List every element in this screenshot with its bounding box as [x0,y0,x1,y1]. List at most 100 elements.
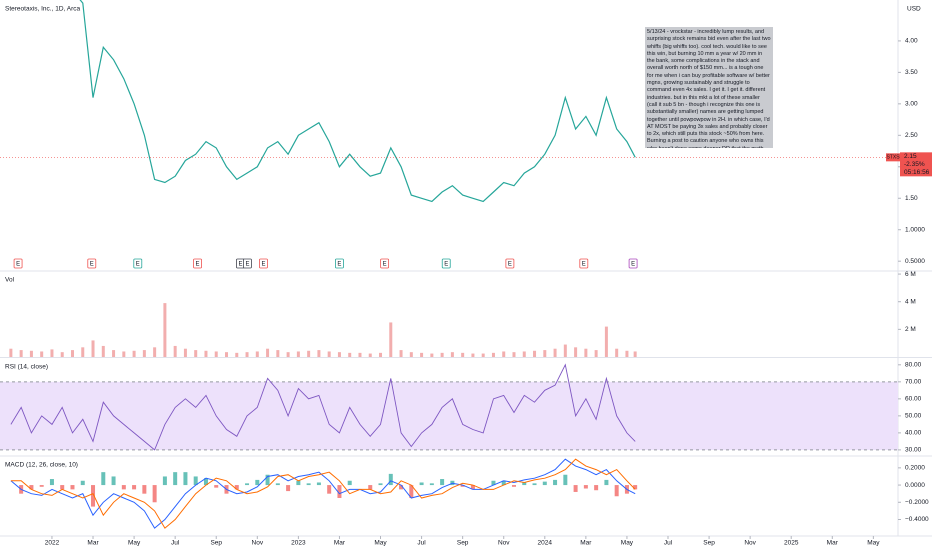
volume-bar [112,350,116,357]
volume-bar [296,351,300,357]
histogram-bar [399,485,404,490]
histogram-bar [245,483,250,486]
earnings-marker [441,258,451,269]
y-tick-label: 40.00 [905,430,922,437]
annotation: 5/13/24 - vrockstar - incredibly lump re… [645,27,773,148]
volume-bar [173,345,177,357]
y-tick-label: 1.0000 [905,226,925,233]
earnings-label: E [245,262,249,268]
x-tick-label: Nov [252,540,264,547]
y-tick-label: 0.5000 [905,258,925,265]
pane-title: MACD (12, 26, close, 10) [5,462,78,469]
y-tick-label: 60.00 [905,396,922,403]
volume-bar [615,348,619,357]
volume-bar [553,348,557,357]
volume-bar [40,351,44,357]
y-tick-label: 2.50 [905,132,918,139]
volume-bar [255,351,259,357]
earnings-label: E [444,262,448,268]
histogram-bar [162,476,167,486]
histogram-bar [132,485,137,490]
volume-bar [574,347,578,357]
earnings-marker [193,258,202,269]
volume-bar [389,322,393,357]
volume-bar [101,345,105,357]
earnings-label: E [90,262,94,268]
x-tick-label: 2025 [784,540,799,547]
currency: USD [907,6,921,13]
volume-bar [132,350,136,357]
histogram-bar [327,485,332,494]
x-tick-label: 2024 [538,540,553,547]
volume-bar [266,348,270,357]
earnings-marker [380,258,390,269]
histogram-bar [296,480,301,486]
x-tick-label: 2022 [45,540,60,547]
volume-bar [604,326,608,357]
histogram-bar [460,485,465,487]
earnings-marker [243,258,252,269]
volume-bar [225,352,229,357]
histogram-bar [316,482,321,486]
y-tick-label: 2 M [905,326,916,333]
line [10,363,636,451]
volume-bar [584,348,588,357]
volume-bar [594,350,598,357]
volume-bar [522,351,526,357]
y-tick-label: 50.00 [905,413,922,420]
x-tick-label: Nov [498,540,510,547]
x-tick-label: Mar [87,540,99,547]
y-tick-label: 3.00 [905,101,918,108]
histogram-bar [142,485,147,494]
histogram-bar [29,485,34,490]
volume-bar [368,353,372,357]
earnings-marker [133,258,143,269]
symbol-label: STXS [886,155,900,161]
chart-title: Stereotaxis, Inc., 1D, Arca [5,6,81,13]
histogram-bar [152,485,157,503]
volume-bar [19,350,23,357]
histogram-bar [173,472,178,486]
histogram-bar [203,478,208,486]
y-tick-label: 3.50 [905,69,918,76]
histogram-bar [111,476,116,486]
volume-bar [214,351,218,357]
histogram-bar [121,485,126,490]
volume-bar [420,352,424,357]
volume-bar [153,347,157,357]
histogram-bar [633,485,638,490]
histogram-bar [604,479,609,486]
line [10,458,636,529]
y-tick-label: −0.2000 [905,499,929,506]
earnings-marker [259,258,268,269]
x-tick-label: Sep [457,540,469,547]
histogram-bar [368,485,373,490]
histogram-bar [255,479,260,486]
x-tick-label: Sep [703,540,715,547]
x-tick-label: May [867,540,880,547]
volume-bar [163,303,167,357]
earnings-label: E [16,262,20,268]
volume-bar [471,353,475,357]
line [79,0,636,203]
volume-bar [91,340,95,357]
histogram-bar [440,479,445,486]
y-tick-label: 0.2000 [905,465,925,472]
histogram-bar [501,480,506,486]
histogram-bar [542,481,547,486]
y-tick-label: 4 M [905,298,916,305]
histogram-bar [532,483,537,486]
volume-bar [348,352,352,357]
volume-bar [625,350,629,357]
histogram-bar [522,482,527,486]
price-tag [900,152,932,177]
volume-bar [307,350,311,357]
histogram-bar [419,482,424,486]
earnings-label: E [238,262,242,268]
histogram-bar [470,485,475,490]
volume-bar [276,350,280,357]
histogram-bar [594,485,599,491]
earnings-label: E [196,262,200,268]
earnings-label: E [508,262,512,268]
volume-bar [440,352,444,357]
